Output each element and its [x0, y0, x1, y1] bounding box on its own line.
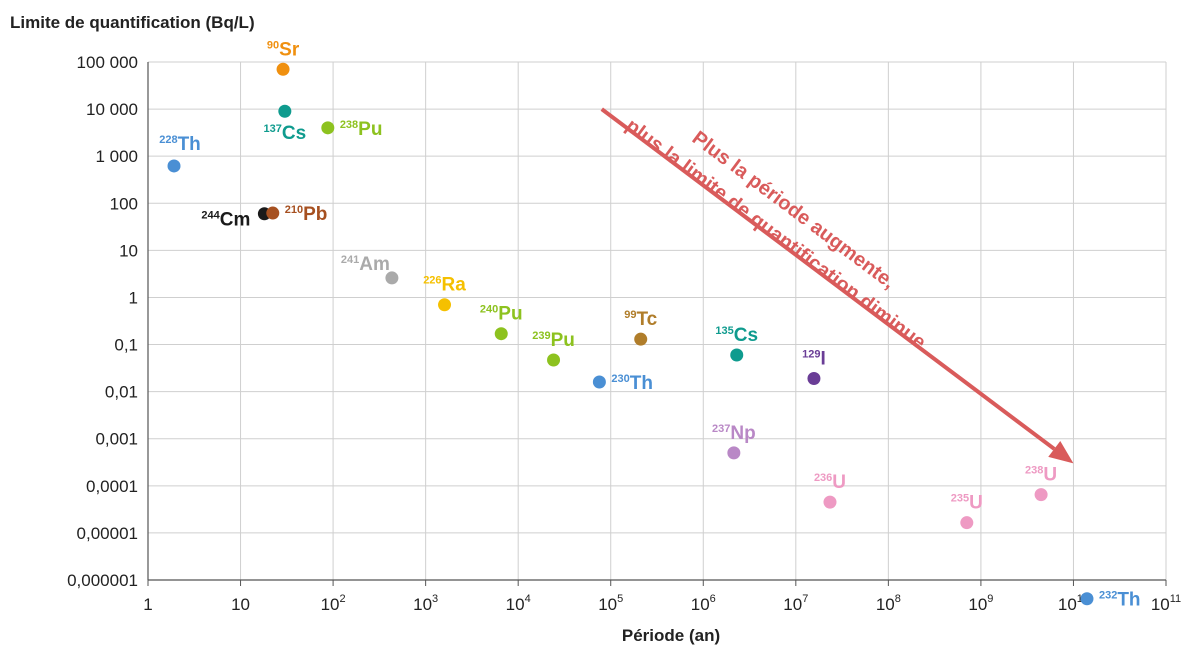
y-tick-label: 0,1	[114, 336, 138, 355]
x-tick-label: 107	[783, 593, 808, 614]
point-label: 137Cs	[264, 123, 307, 144]
x-axis-title: Période (an)	[622, 626, 720, 645]
y-tick-label: 10 000	[86, 100, 138, 119]
y-tick-label: 100	[110, 194, 138, 213]
y-tick-label: 1 000	[95, 147, 138, 166]
x-tick-label: 1011	[1151, 593, 1181, 614]
x-tick-label: 102	[321, 593, 346, 614]
data-point-230-th	[592, 375, 606, 389]
trend-arrow-line	[600, 107, 1056, 451]
y-axis-title: Limite de quantification (Bq/L)	[10, 13, 255, 32]
data-point-210-pb	[266, 206, 280, 220]
point-label: 210Pb	[285, 204, 328, 225]
point-labels: 90Sr 137Cs 238Pu 228Th 244Cm 210Pb 241Am 226Ra 2…	[159, 39, 1140, 610]
annotation-line: plus la limite de quantification diminue	[621, 115, 929, 354]
trend-annotation: Plus la période augmente,plus la limite …	[600, 107, 1074, 464]
x-tick-label: 108	[876, 593, 901, 614]
point-label: 232Th	[1099, 590, 1141, 611]
point-label: 236U	[814, 472, 846, 493]
y-tick-label: 100 000	[77, 53, 138, 72]
point-label: 129I	[802, 349, 826, 370]
y-tick-label: 0,000001	[67, 571, 138, 590]
y-tick-label: 10	[119, 241, 138, 260]
point-label: 240Pu	[480, 304, 523, 325]
y-tick-label: 0,00001	[77, 524, 138, 543]
y-tick-label: 0,01	[105, 383, 138, 402]
point-label: 99Tc	[624, 309, 657, 330]
point-label: 241Am	[341, 254, 390, 275]
point-label: 244Cm	[201, 210, 250, 231]
trend-arrow-head	[1048, 440, 1074, 464]
point-label: 238U	[1025, 465, 1057, 486]
point-label: 235U	[951, 493, 983, 514]
data-point-240-pu	[494, 327, 508, 341]
data-point-129-i	[807, 372, 821, 386]
data-point-236-u	[823, 495, 837, 509]
point-label: 237Np	[712, 423, 756, 444]
data-point-238-u	[1034, 488, 1048, 502]
x-tick-label: 104	[506, 593, 531, 614]
data-point-238-pu	[321, 121, 335, 135]
point-label: 228Th	[159, 134, 201, 155]
point-label: 226Ra	[423, 275, 466, 296]
x-tick-label: 103	[413, 593, 438, 614]
point-label: 90Sr	[267, 39, 300, 60]
point-label: 135Cs	[715, 325, 758, 346]
data-point-99-tc	[634, 332, 648, 346]
data-point-241-am	[385, 271, 399, 285]
x-tick-label: 1	[143, 595, 152, 614]
data-point-232-th	[1080, 592, 1094, 606]
point-label: 239Pu	[532, 330, 575, 351]
data-point-239-pu	[547, 353, 561, 367]
y-tick-labels: 100 000 10 000 1 000 100 10 1 0,1 0,01 0,001 0,00…	[67, 53, 138, 590]
x-tick-label: 109	[968, 593, 993, 614]
x-tick-label: 105	[598, 593, 623, 614]
axes	[147, 62, 1167, 586]
y-tick-label: 0,0001	[86, 477, 138, 496]
point-label: 238Pu	[340, 119, 383, 140]
x-tick-label: 10	[231, 595, 250, 614]
data-point-90-sr	[276, 62, 290, 76]
data-point-235-u	[960, 516, 974, 530]
point-label: 230Th	[611, 373, 653, 394]
data-point-237-np	[727, 446, 741, 460]
x-tick-labels: 11010210310410510610710810910101011	[143, 593, 1181, 614]
data-point-137-cs	[278, 104, 292, 118]
data-point-226-ra	[438, 298, 452, 312]
x-tick-label: 106	[691, 593, 716, 614]
data-point-135-cs	[730, 348, 744, 362]
data-points	[167, 62, 1094, 606]
y-tick-label: 1	[129, 288, 138, 307]
y-tick-label: 0,001	[95, 430, 138, 449]
data-point-228-th	[167, 159, 181, 173]
annotation-line: Plus la période augmente,	[688, 127, 899, 293]
